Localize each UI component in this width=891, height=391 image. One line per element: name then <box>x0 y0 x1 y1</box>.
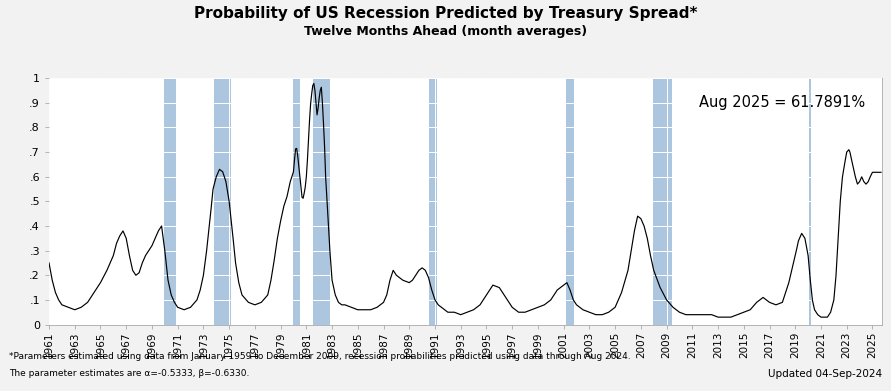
Bar <box>652 78 672 325</box>
Text: Aug 2025 = 61.7891%: Aug 2025 = 61.7891% <box>699 95 865 110</box>
Text: Updated 04-Sep-2024: Updated 04-Sep-2024 <box>768 369 882 380</box>
Bar <box>39 78 50 325</box>
Bar <box>313 78 330 325</box>
Text: Twelve Months Ahead (month averages): Twelve Months Ahead (month averages) <box>304 25 587 38</box>
Bar <box>429 78 437 325</box>
Text: Probability of US Recession Predicted by Treasury Spread*: Probability of US Recession Predicted by… <box>193 6 698 21</box>
Bar <box>293 78 300 325</box>
Text: *Parameters estimated using data from January 1959 to December 2009, recession p: *Parameters estimated using data from Ja… <box>9 352 631 361</box>
Text: The parameter estimates are α=-0.5333, β=-0.6330.: The parameter estimates are α=-0.5333, β… <box>9 369 249 378</box>
Bar <box>214 78 232 325</box>
Bar <box>566 78 575 325</box>
Bar <box>809 78 812 325</box>
Bar <box>164 78 176 325</box>
